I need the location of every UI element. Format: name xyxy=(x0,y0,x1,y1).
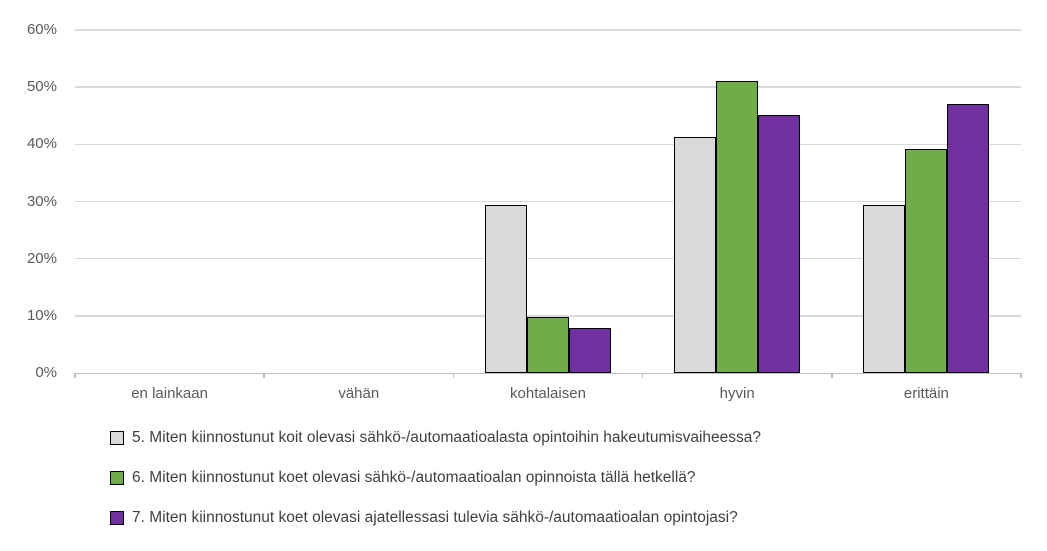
bar xyxy=(527,316,569,373)
bar xyxy=(569,328,611,373)
gridline xyxy=(75,86,1021,88)
bar xyxy=(716,81,759,373)
bar xyxy=(758,115,801,373)
gridline xyxy=(75,257,1021,260)
y-axis-tick-label: 50% xyxy=(26,78,57,96)
legend-color-swatch xyxy=(110,511,124,525)
legend-item: 7. Miten kiinnostunut koet olevasi ajate… xyxy=(110,509,761,526)
bar xyxy=(674,137,717,373)
category-label: en lainkaan xyxy=(131,385,208,402)
x-axis-tick xyxy=(831,373,833,378)
legend-item-label: 7. Miten kiinnostunut koet olevasi ajate… xyxy=(132,509,738,526)
gridline xyxy=(75,315,1021,317)
bar xyxy=(905,148,948,373)
category-label: erittäin xyxy=(903,385,949,402)
y-axis-tick-label: 20% xyxy=(26,249,57,267)
y-axis-tick-label: 0% xyxy=(35,364,57,381)
gridline xyxy=(75,143,1021,146)
bar xyxy=(947,103,990,373)
x-axis-tick xyxy=(1020,373,1022,378)
y-axis-tick-label: 40% xyxy=(26,135,57,153)
category-label: vähän xyxy=(338,385,380,402)
x-axis-line xyxy=(75,372,1021,374)
y-axis-tick-label: 60% xyxy=(26,21,57,38)
bar xyxy=(863,204,906,373)
x-axis-tick xyxy=(74,373,76,378)
x-axis-tick xyxy=(263,373,265,378)
legend-item-label: 5. Miten kiinnostunut koit olevasi sähkö… xyxy=(132,429,761,446)
legend-color-swatch xyxy=(110,471,124,485)
category-label: hyvin xyxy=(719,385,755,402)
bar xyxy=(485,204,527,373)
category-label: kohtalaisen xyxy=(510,385,586,402)
legend: 5. Miten kiinnostunut koit olevasi sähkö… xyxy=(110,429,761,550)
y-axis-tick-label: 10% xyxy=(26,306,57,324)
legend-item: 6. Miten kiinnostunut koet olevasi sähkö… xyxy=(110,469,761,486)
x-axis-tick xyxy=(641,373,644,378)
gridline xyxy=(75,29,1021,31)
y-axis-tick-label: 30% xyxy=(26,192,57,210)
legend-color-swatch xyxy=(110,431,124,445)
gridline xyxy=(75,200,1021,203)
legend-item-label: 6. Miten kiinnostunut koet olevasi sähkö… xyxy=(132,469,696,486)
legend-item: 5. Miten kiinnostunut koit olevasi sähkö… xyxy=(110,429,761,446)
x-axis-tick xyxy=(452,373,455,378)
